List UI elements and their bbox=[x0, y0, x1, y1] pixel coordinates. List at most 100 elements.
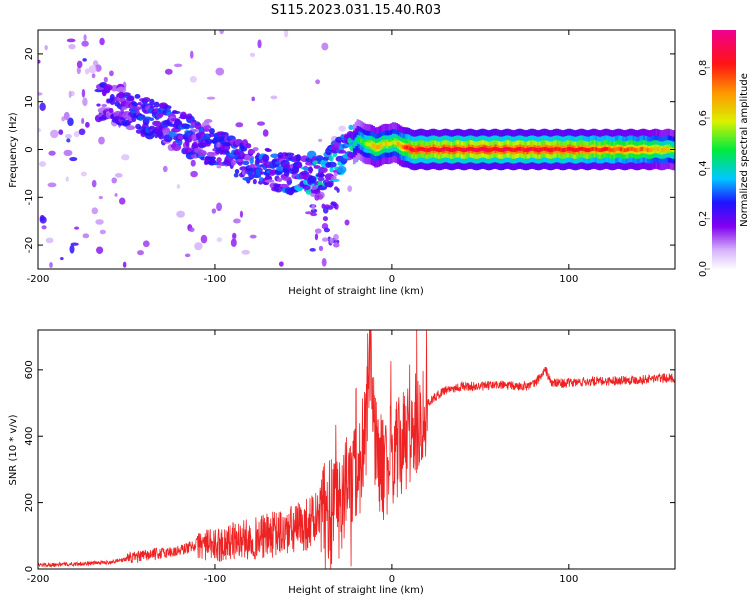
heatmap-cell bbox=[607, 147, 611, 152]
heatmap-cell bbox=[245, 143, 252, 149]
colorbar-cell bbox=[712, 169, 736, 173]
colorbar-cell bbox=[712, 99, 736, 103]
colorbar-cell bbox=[712, 189, 736, 192]
heatmap-cell bbox=[524, 148, 528, 153]
heatmap-cell bbox=[499, 148, 503, 153]
heatmap-cell bbox=[489, 148, 492, 152]
heatmap-cell bbox=[91, 179, 97, 188]
colorbar-cell bbox=[712, 213, 736, 216]
colorbar-cell bbox=[712, 187, 736, 190]
heatmap-cell bbox=[47, 182, 57, 188]
colorbar-cell bbox=[712, 71, 736, 75]
heatmap-cell bbox=[641, 146, 644, 151]
snr-series-line bbox=[38, 330, 675, 569]
heatmap-cell bbox=[559, 148, 563, 152]
heatmap-cell bbox=[409, 147, 413, 152]
heatmap-cell bbox=[577, 147, 581, 152]
heatmap-cell bbox=[216, 202, 223, 212]
colorbar-cell bbox=[712, 101, 736, 105]
heatmap-cell bbox=[540, 147, 544, 152]
heatmap-cell bbox=[347, 185, 353, 192]
heatmap-cell bbox=[328, 155, 334, 162]
heatmap-cell bbox=[207, 155, 216, 161]
heatmap-cell bbox=[176, 184, 181, 189]
colorbar-cell bbox=[712, 171, 736, 174]
heatmap-cell bbox=[137, 250, 144, 256]
colorbar-cell bbox=[712, 203, 736, 206]
heatmap-cell bbox=[256, 121, 266, 126]
colorbar-cell bbox=[712, 159, 736, 163]
heatmap-cell bbox=[69, 156, 78, 162]
colorbar-cell bbox=[712, 135, 736, 139]
colorbar-cell bbox=[712, 87, 736, 91]
colorbar-cell bbox=[712, 75, 736, 79]
heatmap-cell bbox=[190, 170, 198, 178]
colorbar-cell bbox=[712, 151, 736, 155]
x-tick-label: -100 bbox=[204, 574, 227, 585]
heatmap-cell bbox=[96, 246, 104, 255]
heatmap-cell bbox=[68, 90, 72, 99]
colorbar-gradient bbox=[712, 30, 736, 270]
heatmap-cell bbox=[279, 183, 290, 188]
colorbar-cell bbox=[712, 157, 736, 161]
heatmap-cell bbox=[278, 261, 284, 267]
colorbar-cell bbox=[712, 67, 736, 71]
heatmap-cell bbox=[655, 146, 659, 151]
heatmap-cell bbox=[331, 175, 337, 180]
colorbar-cell bbox=[712, 193, 736, 196]
heatmap-cell bbox=[535, 148, 538, 152]
colorbar-tick-label: 0.0 bbox=[698, 261, 709, 277]
colorbar-cell bbox=[712, 57, 736, 61]
heatmap-cell bbox=[390, 141, 393, 146]
heatmap-cell bbox=[452, 148, 455, 152]
heatmap-cell bbox=[418, 147, 421, 151]
heatmap-cell bbox=[600, 148, 604, 152]
heatmap-cell bbox=[485, 147, 489, 152]
heatmap-cell bbox=[216, 157, 222, 164]
heatmap-cell bbox=[561, 148, 565, 153]
heatmap-cell bbox=[581, 146, 584, 151]
heatmap-cell bbox=[103, 84, 113, 91]
heatmap-cell bbox=[265, 148, 272, 152]
heatmap-cell bbox=[605, 146, 609, 151]
heatmap-cell bbox=[116, 86, 127, 93]
heatmap-y-axis-label: Frequency (Hz) bbox=[8, 112, 19, 188]
colorbar-cell bbox=[712, 115, 736, 119]
heatmap-cell bbox=[522, 148, 526, 152]
colorbar-tick-label: 0.2 bbox=[698, 211, 709, 227]
heatmap-cell bbox=[327, 180, 334, 186]
colorbar-cell bbox=[712, 237, 736, 240]
heatmap-cell bbox=[38, 92, 43, 96]
heatmap-cell bbox=[216, 237, 223, 243]
heatmap-cell bbox=[420, 146, 423, 151]
heatmap-cell bbox=[572, 148, 575, 152]
heatmap-cell bbox=[393, 140, 397, 145]
heatmap-cell bbox=[153, 101, 160, 108]
colorbar-cell bbox=[712, 133, 736, 137]
heatmap-cell bbox=[134, 94, 141, 99]
heatmap-cell bbox=[318, 166, 328, 174]
colorbar-cell bbox=[712, 33, 736, 37]
heatmap-cell bbox=[264, 179, 275, 183]
heatmap-cell bbox=[78, 128, 86, 136]
heatmap-cell bbox=[515, 147, 519, 152]
colorbar-cell bbox=[712, 127, 736, 131]
heatmap-cell bbox=[163, 105, 172, 110]
colorbar-cell bbox=[712, 167, 736, 171]
heatmap-cell bbox=[324, 179, 329, 183]
heatmap-cell bbox=[318, 138, 323, 142]
heatmap-cell bbox=[597, 148, 600, 152]
heatmap-cell bbox=[352, 142, 356, 147]
heatmap-cell bbox=[283, 169, 290, 178]
y-tick-label: 600 bbox=[24, 360, 35, 379]
heatmap-cell bbox=[363, 141, 367, 146]
heatmap-cell bbox=[321, 237, 329, 242]
colorbar-cell bbox=[712, 261, 736, 264]
figure-title: S115.2023.031.15.40.R03 bbox=[271, 3, 441, 18]
colorbar-cell bbox=[712, 223, 736, 226]
heatmap-cell bbox=[313, 165, 321, 169]
heatmap-cell bbox=[251, 96, 255, 102]
heatmap-cell bbox=[329, 167, 334, 173]
heatmap-cell bbox=[660, 148, 664, 153]
